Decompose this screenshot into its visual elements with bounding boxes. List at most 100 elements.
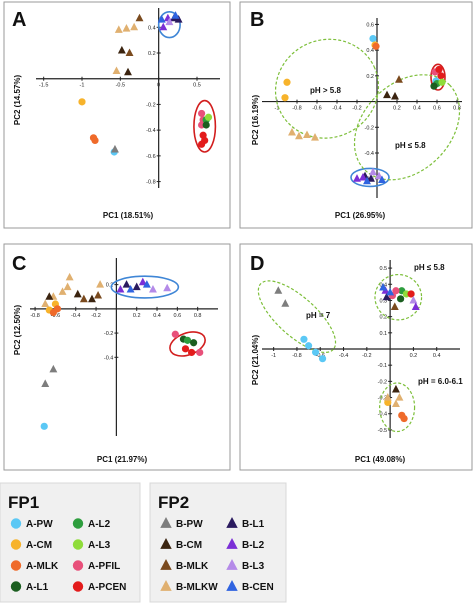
data-point-b-mlkw bbox=[391, 399, 400, 408]
data-point-b-l2 bbox=[138, 277, 147, 286]
legend-marker-b-mlk bbox=[160, 558, 172, 570]
data-point-b-mlkw bbox=[41, 299, 50, 308]
y-tick-label: 0.2 bbox=[366, 74, 374, 80]
legend-item-a-pfil: A-PFIL bbox=[72, 560, 120, 572]
legend-label: A-L3 bbox=[88, 540, 111, 551]
data-point-a-l1 bbox=[430, 82, 438, 90]
y-axis-title: PC2 (21.04%) bbox=[251, 335, 260, 386]
data-point-b-cm bbox=[124, 67, 132, 76]
data-point-a-l3 bbox=[204, 113, 213, 121]
x-tick-label: -1 bbox=[275, 106, 280, 112]
data-point-a-l2 bbox=[183, 336, 192, 344]
legend-marker-a-l2 bbox=[72, 518, 84, 529]
data-point-b-cen bbox=[126, 284, 135, 293]
x-tick-label: 0.8 bbox=[194, 313, 202, 319]
data-point-b-cm bbox=[391, 384, 400, 393]
data-point-a-mlk bbox=[400, 414, 408, 423]
data-point-b-pw bbox=[274, 286, 283, 294]
x-tick-label: -0.4 bbox=[332, 106, 341, 112]
x-tick-label: 0.2 bbox=[133, 313, 141, 319]
data-point-b-mlkw bbox=[114, 25, 123, 33]
data-point-a-pfil bbox=[196, 348, 204, 357]
y-tick-label: 0.1 bbox=[379, 331, 387, 337]
group-ellipse bbox=[350, 167, 390, 188]
data-point-b-mlk bbox=[395, 75, 403, 83]
panel-border bbox=[3, 1, 231, 229]
legend-label: A-L2 bbox=[88, 519, 111, 530]
y-tick-label: -0.8 bbox=[146, 180, 155, 186]
data-point-a-pw bbox=[300, 335, 308, 343]
y-tick-label: 0.2 bbox=[148, 51, 156, 57]
y-axis-title: PC2 (14.57%) bbox=[13, 75, 22, 126]
data-point-a-l3 bbox=[438, 78, 446, 86]
data-point-a-mlk bbox=[372, 42, 380, 50]
data-point-b-cen bbox=[378, 175, 386, 184]
y-tick-label: 0.5 bbox=[379, 266, 387, 272]
data-point-a-pw bbox=[318, 355, 327, 363]
x-tick-label: -0.6 bbox=[51, 313, 60, 319]
ph-annotation: pH > 5.8 bbox=[310, 86, 341, 95]
legend-item-a-l3: A-L3 bbox=[72, 539, 111, 551]
legend-item-a-l2: A-L2 bbox=[72, 518, 111, 530]
y-tick-label: 0.3 bbox=[379, 298, 387, 304]
legend-label: B-MLKW bbox=[176, 582, 218, 593]
group-ellipse-dashed bbox=[353, 74, 461, 181]
x-tick-label: 0.4 bbox=[413, 106, 421, 112]
panel-border bbox=[239, 243, 473, 471]
panel-letter: A bbox=[12, 9, 26, 31]
x-tick-label: 0.5 bbox=[193, 83, 201, 89]
legend-fp1-title: FP1 bbox=[8, 493, 39, 512]
group-ellipse bbox=[157, 11, 181, 39]
data-point-b-mlk bbox=[135, 13, 144, 22]
y-tick-label: -0.2 bbox=[365, 125, 374, 131]
legend-label: B-CEN bbox=[242, 582, 274, 593]
y-tick-label: -0.4 bbox=[378, 412, 387, 418]
data-point-a-mlk bbox=[53, 305, 62, 313]
data-point-b-cen bbox=[363, 176, 371, 185]
legend-marker-a-pcen bbox=[72, 581, 84, 592]
y-tick-label: -0.3 bbox=[378, 396, 387, 402]
legend-fp1-items: A-PW A-CM A-MLK A-L1 A-L2 A-L3 A-PFIL A-PCEN bbox=[10, 518, 126, 593]
data-point-b-l2 bbox=[359, 172, 367, 181]
data-point-a-pfil bbox=[198, 109, 206, 118]
legend-marker-a-l3 bbox=[72, 539, 84, 550]
legend-fp2: FP2 B-PW B-CM B-MLK B-MLKW B-L1 B-L2 B-L3 B-CEN bbox=[149, 482, 287, 603]
group-ellipse-dashed bbox=[379, 382, 416, 433]
data-point-b-cm bbox=[383, 90, 391, 99]
data-point-b-l2 bbox=[411, 302, 420, 310]
data-point-b-cen bbox=[142, 280, 151, 288]
data-point-a-l1 bbox=[190, 339, 198, 347]
data-point-a-pw bbox=[40, 422, 48, 430]
data-point-b-mlkw bbox=[303, 130, 311, 139]
ph-annotation: pH ≤ 5.8 bbox=[414, 263, 445, 272]
y-tick-label: -0.5 bbox=[378, 428, 387, 434]
legend-item-b-l1: B-L1 bbox=[226, 516, 265, 530]
legend-marker-a-mlk bbox=[10, 560, 22, 571]
data-point-b-l2 bbox=[159, 22, 168, 31]
y-tick-label: 0.2 bbox=[106, 283, 114, 289]
y-tick-label: -0.2 bbox=[104, 331, 113, 337]
legend-marker-b-pw bbox=[160, 516, 172, 528]
legend-fp2-title: FP2 bbox=[158, 493, 189, 512]
data-point-b-l3 bbox=[369, 167, 377, 176]
data-point-a-pw bbox=[311, 348, 320, 356]
y-tick-label: 0.4 bbox=[148, 25, 156, 31]
legend-label: A-PCEN bbox=[88, 582, 126, 593]
x-tick-label: 0.6 bbox=[174, 313, 182, 319]
x-tick-label: -0.8 bbox=[292, 106, 301, 112]
data-point-b-mlkw bbox=[295, 131, 303, 140]
x-axis-title: PC1 (49.08%) bbox=[355, 455, 406, 464]
data-point-b-mlkw bbox=[383, 393, 392, 401]
data-point-a-pcen bbox=[198, 140, 206, 148]
legend-item-b-cm: B-CM bbox=[160, 537, 202, 551]
data-point-a-pcen bbox=[437, 72, 445, 80]
legend-label: B-L3 bbox=[242, 561, 265, 572]
legend-item-b-l2: B-L2 bbox=[226, 537, 265, 551]
x-tick-label: -0.4 bbox=[339, 353, 348, 359]
y-tick-label: -0.2 bbox=[146, 102, 155, 108]
x-tick-label: 0.4 bbox=[433, 353, 441, 359]
legend-item-a-pw: A-PW bbox=[10, 518, 53, 530]
data-point-a-mlk bbox=[91, 136, 99, 145]
data-point-b-mlkw bbox=[395, 393, 404, 401]
y-tick-label: -0.4 bbox=[365, 151, 374, 157]
